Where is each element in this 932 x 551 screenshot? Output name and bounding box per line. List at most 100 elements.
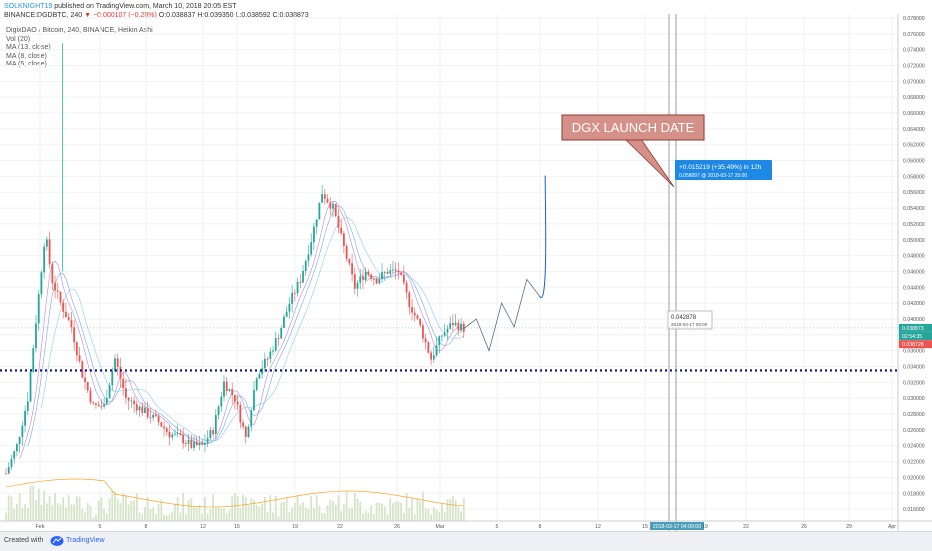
candle-body	[272, 350, 274, 352]
price-tick-label: 0.036000	[903, 349, 925, 355]
candle-body	[400, 272, 403, 275]
volume-bar	[32, 485, 35, 521]
volume-ma-line	[5, 478, 464, 508]
candle-body	[348, 258, 351, 264]
candle-body	[460, 323, 462, 331]
candle-body	[389, 270, 392, 274]
volume-bar	[397, 501, 400, 521]
candle-body	[291, 292, 294, 304]
price-tick-label: 0.032000	[903, 380, 925, 386]
price-tick-label: 0.070000	[903, 79, 925, 85]
volume-bar	[24, 504, 26, 521]
volume-bar	[51, 505, 54, 521]
legend-ma5: MA (5, close)	[6, 61, 47, 69]
price-chart[interactable]: DGX LAUNCH DATE +0.015219 (+35.49%) in 1…	[0, 0, 932, 531]
candle-body	[419, 318, 422, 326]
volume-bar	[206, 513, 209, 521]
volume-bar	[378, 502, 381, 521]
volume-bar	[435, 509, 438, 521]
price-tick-label: 0.024000	[903, 444, 925, 450]
volume-bar	[422, 491, 424, 521]
candle-body	[198, 442, 201, 446]
volume-bar	[392, 503, 394, 521]
price-tick-label: 0.066000	[903, 111, 925, 117]
candle-body	[299, 281, 302, 283]
callout-text: DGX LAUNCH DATE	[572, 120, 695, 135]
candle-body	[122, 378, 125, 389]
volume-bar	[326, 505, 329, 521]
candle-body	[174, 433, 176, 435]
volume-bar	[35, 500, 37, 521]
candle-body	[236, 401, 239, 405]
candle-body	[372, 278, 375, 280]
tradingview-logo-icon	[50, 536, 64, 546]
volume-bar	[413, 514, 416, 521]
start-label: 0.042878 2018-03-17 08:00	[667, 310, 713, 330]
candle-body	[184, 443, 187, 445]
volume-bar	[383, 506, 386, 521]
price-tick-label: 0.046000	[903, 269, 925, 275]
candle-body	[250, 410, 253, 427]
volume-bar	[182, 492, 185, 521]
candle-body	[171, 434, 174, 438]
candle-body	[45, 239, 48, 247]
candle-body	[35, 323, 37, 349]
start-date: 2018-03-17 08:00	[671, 322, 708, 327]
volume-bar	[70, 504, 73, 521]
candle-body	[133, 400, 135, 405]
candle-body	[307, 254, 310, 261]
price-tick-label: 0.022000	[903, 460, 925, 466]
volume-bar	[356, 498, 359, 521]
volume-bar	[228, 510, 231, 521]
candle-body	[13, 451, 16, 459]
candle-body	[283, 316, 285, 328]
tradingview-link[interactable]: TradingView	[66, 537, 105, 544]
price-tick-label: 0.044000	[903, 285, 925, 291]
volume-bar	[116, 498, 119, 521]
price-badge	[899, 340, 932, 349]
volume-bar	[7, 495, 10, 521]
volume-bar	[340, 511, 343, 521]
price-tick-label: 0.060000	[903, 159, 925, 165]
volume-bar	[18, 493, 21, 521]
candle-body	[163, 426, 165, 429]
volume-bar	[244, 497, 247, 521]
volume-bar	[443, 512, 446, 521]
footer: Created with TradingView	[0, 531, 932, 551]
volume-bar	[302, 502, 304, 521]
candle-body	[146, 407, 149, 418]
candle-body	[103, 404, 105, 407]
candle-body	[397, 270, 400, 273]
candle-body	[435, 345, 438, 356]
candle-body	[138, 406, 141, 411]
candle-body	[43, 246, 46, 273]
volume-bars	[5, 485, 465, 521]
time-tick-label: Mar	[436, 524, 445, 530]
volume-bar	[334, 504, 337, 521]
candle-body	[454, 322, 457, 326]
candle-body	[73, 327, 76, 343]
price-tick-label: 0.062000	[903, 143, 925, 149]
volume-bar	[372, 514, 375, 521]
author-link[interactable]: SOLKNIGHT19	[4, 3, 53, 10]
volume-bar	[266, 512, 269, 521]
volume-bar	[239, 507, 242, 521]
price-badges: 0.038873 02:54:35 0.038728	[0, 323, 932, 349]
volume-bar	[291, 507, 294, 521]
volume-bar	[209, 508, 212, 521]
candle-body	[337, 216, 340, 228]
volume-bar	[168, 514, 171, 521]
candle-body	[89, 390, 92, 403]
candle-body	[70, 320, 73, 328]
candle-body	[438, 336, 441, 346]
candle-body	[40, 272, 43, 295]
price-tick-label: 0.054000	[903, 206, 925, 212]
candle-body	[62, 302, 65, 312]
candle-body	[16, 444, 18, 452]
candle-body	[168, 431, 171, 438]
candle-body	[144, 407, 146, 413]
volume-bar	[125, 494, 127, 521]
price-badge-label: 0.038728	[902, 342, 924, 348]
price-tick-label: 0.064000	[903, 127, 925, 133]
price-tick-label: 0.068000	[903, 95, 925, 101]
